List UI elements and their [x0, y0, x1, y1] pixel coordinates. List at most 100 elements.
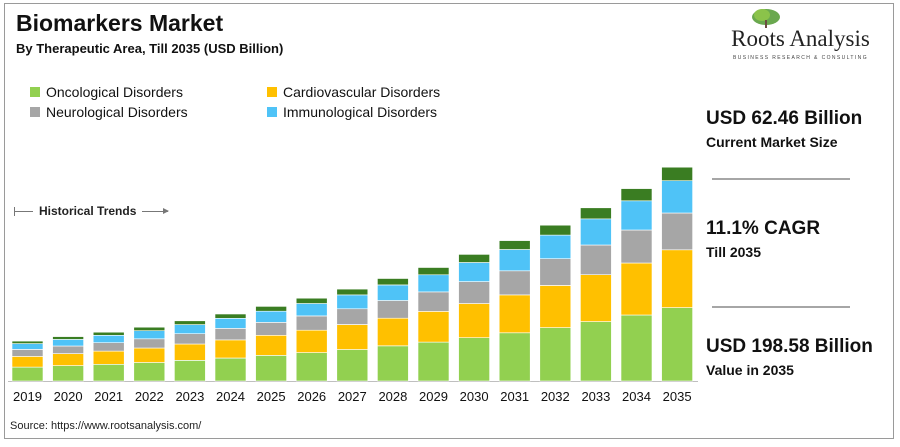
source-note: Source: https://www.rootsanalysis.com/	[10, 420, 202, 432]
arrow-right-icon	[142, 207, 170, 214]
bar-segment-2020-1	[52, 353, 84, 366]
bar-segment-2033-3	[580, 218, 612, 246]
stat-current-market-size-value: USD 62.46 Billion	[706, 108, 863, 129]
bar-segment-2026-3	[295, 303, 328, 317]
stat-cagr-label: Till 2035	[706, 244, 762, 260]
x-tick-label: 2026	[297, 389, 326, 404]
x-tick-label: 2030	[460, 389, 489, 404]
bar-segment-2026-2	[295, 315, 328, 331]
bar-segment-2033-1	[580, 274, 612, 322]
bar-segment-2020-2	[52, 345, 84, 354]
bar-segment-2035-2	[661, 212, 693, 251]
legend-item-immunological: Immunological Disorders	[267, 104, 437, 120]
bar-segment-2024-3	[214, 317, 247, 329]
legend-label: Oncological Disorders	[46, 84, 183, 100]
bar-segment-2020-3	[52, 339, 84, 347]
chart-legend: Oncological Disorders Cardiovascular Dis…	[30, 84, 500, 124]
bar-segment-2034-3	[620, 200, 653, 231]
legend-swatch	[267, 107, 277, 117]
legend-swatch	[267, 87, 277, 97]
bar-segment-2022-2	[133, 338, 166, 349]
bar-segment-2029-3	[417, 274, 450, 293]
x-tick-label: 2027	[338, 389, 367, 404]
bar-segment-2035-3	[661, 180, 693, 214]
x-tick-label: 2035	[663, 389, 692, 404]
bar-segment-2032-3	[539, 234, 572, 260]
bar-segment-2025-3	[255, 310, 287, 323]
x-tick-label: 2024	[216, 389, 245, 404]
bar-segment-2021-3	[92, 334, 125, 343]
bar-segment-2033-0	[580, 321, 612, 382]
bar-segment-2026-4	[295, 297, 328, 304]
bar-segment-2030-4	[458, 254, 490, 263]
bar-segment-2025-0	[255, 355, 287, 382]
bar-segment-2022-1	[133, 347, 166, 363]
legend-item-oncological: Oncological Disorders	[30, 84, 183, 100]
bar-segment-2019-0	[11, 366, 44, 382]
x-tick-label: 2028	[378, 389, 407, 404]
x-tick-label: 2022	[135, 389, 164, 404]
bar-segment-2029-0	[417, 341, 450, 382]
bar-segment-2030-3	[458, 262, 490, 282]
bar-segment-2025-1	[255, 334, 287, 356]
bar-segment-2021-4	[92, 331, 125, 336]
bar-segment-2028-2	[377, 300, 409, 319]
bar-segment-2034-0	[620, 314, 653, 382]
bar-segment-2028-4	[377, 278, 409, 286]
x-tick-label: 2032	[541, 389, 570, 404]
x-tick-label: 2033	[581, 389, 610, 404]
historical-trends-label: Historical Trends	[39, 204, 137, 218]
roots-analysis-logo: Roots Analysis BUSINESS RESEARCH & CONSU…	[718, 8, 883, 66]
bar-segment-2032-0	[539, 327, 572, 382]
x-tick-label: 2031	[500, 389, 529, 404]
bar-segment-2022-3	[133, 330, 166, 340]
chart-subtitle: By Therapeutic Area, Till 2035 (USD Bill…	[16, 41, 284, 56]
bar-segment-2024-1	[214, 339, 247, 359]
annotation-start-tick	[14, 206, 15, 216]
bar-segment-2033-4	[580, 207, 612, 220]
bar-segment-2023-2	[174, 333, 206, 345]
bar-segment-2027-3	[336, 294, 369, 310]
bar-segment-2031-1	[498, 294, 531, 334]
x-tick-label: 2034	[622, 389, 651, 404]
bar-segment-2019-4	[11, 340, 44, 344]
bar-segment-2019-3	[11, 343, 44, 350]
stat-2035-value: USD 198.58 Billion	[706, 336, 873, 357]
bar-segment-2022-4	[133, 326, 166, 332]
bar-segment-2021-1	[92, 350, 125, 365]
bar-segment-2033-2	[580, 244, 612, 276]
bar-segment-2027-2	[336, 308, 369, 325]
legend-item-cardiovascular: Cardiovascular Disorders	[267, 84, 440, 100]
bar-segment-2030-0	[458, 337, 490, 382]
bar-segment-2032-1	[539, 285, 572, 328]
historical-trends-annotation: Historical Trends	[14, 204, 170, 218]
stats-divider	[712, 178, 850, 180]
bar-segment-2029-2	[417, 291, 450, 312]
bar-segment-2029-1	[417, 311, 450, 343]
bar-segment-2020-4	[52, 336, 84, 340]
bar-segment-2026-1	[295, 329, 328, 353]
bar-segment-2024-0	[214, 357, 247, 382]
bar-segment-2028-0	[377, 345, 409, 382]
stat-cagr-value: 11.1% CAGR	[706, 218, 821, 239]
bar-segment-2034-1	[620, 262, 653, 316]
bar-segment-2020-0	[52, 365, 84, 382]
x-tick-label: 2025	[257, 389, 286, 404]
x-tick-label: 2019	[13, 389, 42, 404]
logo-name: Roots Analysis	[731, 26, 870, 51]
bar-segment-2027-0	[336, 349, 369, 382]
bar-segment-2023-3	[174, 324, 206, 335]
bar-segment-2032-2	[539, 258, 572, 286]
bar-segment-2035-1	[661, 249, 693, 308]
legend-label: Cardiovascular Disorders	[283, 84, 441, 100]
bar-segment-2035-4	[661, 166, 693, 181]
stat-2035-label: Value in 2035	[706, 362, 794, 378]
bar-segment-2028-1	[377, 317, 409, 347]
legend-swatch	[30, 87, 40, 97]
bar-segment-2021-2	[92, 342, 125, 352]
legend-swatch	[30, 107, 40, 117]
bar-segment-2035-0	[661, 307, 693, 382]
bar-segment-2030-1	[458, 303, 490, 339]
bar-segment-2026-0	[295, 352, 328, 382]
